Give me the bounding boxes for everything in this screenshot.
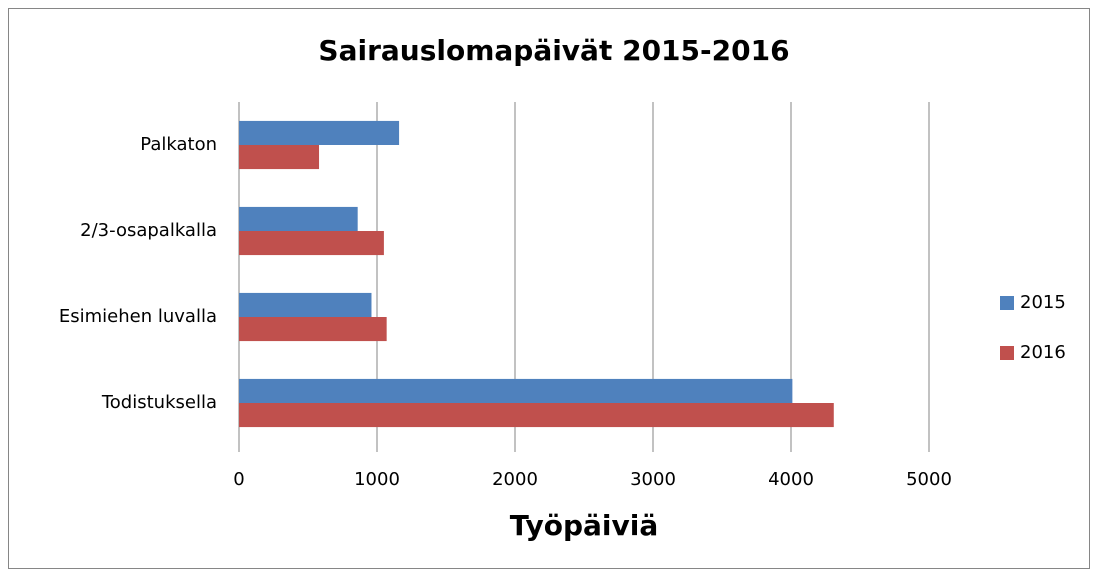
y-tick-label: 2/3-osapalkalla [80,220,217,241]
legend-swatch [1000,346,1014,360]
x-tick-label: 3000 [630,469,676,490]
x-tick-label: 2000 [492,469,538,490]
bar [239,231,384,256]
chart-border [8,8,1090,569]
legend-swatch [1000,296,1014,310]
chart-title: Sairauslomapäivät 2015-2016 [318,34,789,67]
bar [239,292,372,317]
x-axis-title: Työpäiviä [510,509,659,542]
bar [239,403,834,428]
x-tick-label: 5000 [906,469,952,490]
bar [239,120,400,145]
x-tick-label: 1000 [354,469,400,490]
bar [239,206,358,231]
legend-label: 2015 [1020,292,1066,313]
x-tick-label: 0 [233,469,244,490]
y-tick-label: Esimiehen luvalla [59,306,217,327]
bar [239,378,793,403]
y-tick-label: Palkaton [140,134,217,155]
y-tick-label: Todistuksella [101,392,217,413]
x-tick-label: 4000 [768,469,814,490]
bar [239,317,387,342]
legend-label: 2016 [1020,342,1066,363]
bar [239,145,320,170]
